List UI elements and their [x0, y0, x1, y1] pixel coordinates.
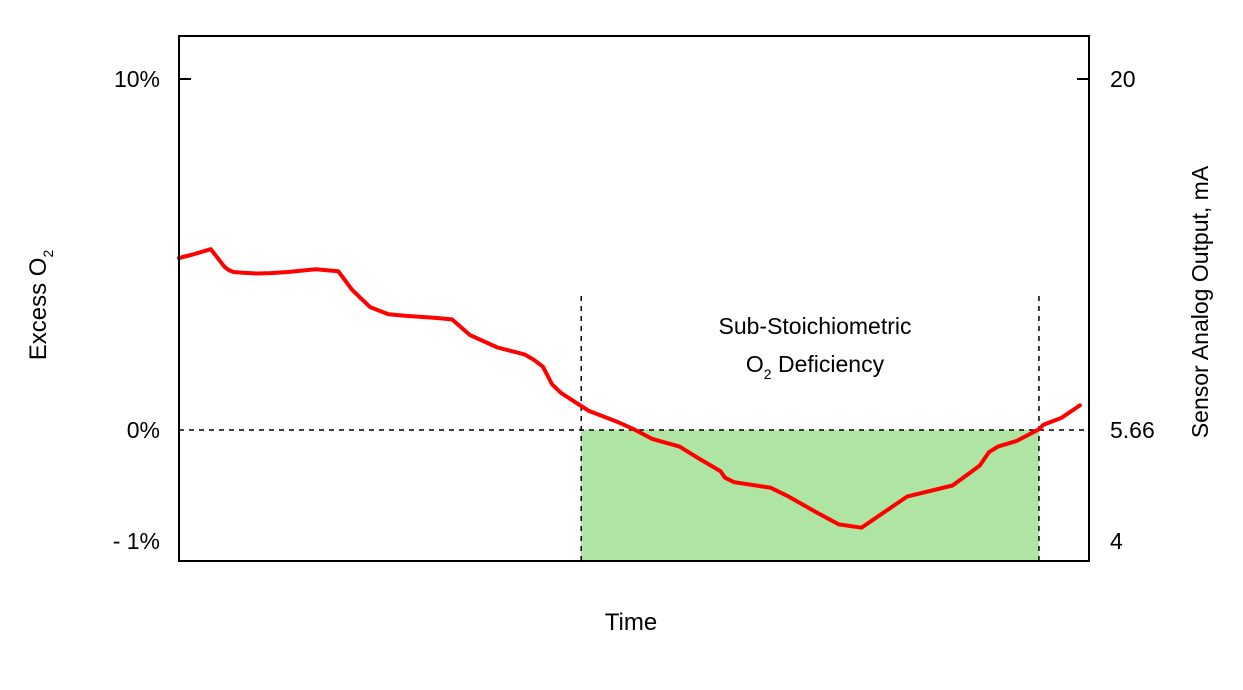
axis-ticks: 10% 0% - 1% 20 5.66 4: [113, 66, 1155, 554]
region-label-o: O: [746, 351, 764, 377]
region-label-rest: Deficiency: [772, 351, 885, 377]
y-right-tick-label: 20: [1110, 66, 1136, 92]
y-axis-right-label: Sensor Analog Output, mA: [1187, 165, 1213, 438]
y-right-tick-label: 4: [1110, 528, 1123, 554]
series-line-excess-o2: [177, 247, 1082, 530]
y-left-tick-label: 10%: [114, 66, 160, 92]
region-label-line1: Sub-Stoichiometric: [718, 313, 911, 339]
deficiency-region: [581, 430, 1039, 561]
y-axis-left-label-main: Excess O: [25, 258, 52, 361]
y-axis-left-label-subscript: 2: [40, 250, 56, 258]
region-label-subscript: 2: [764, 366, 772, 382]
y-left-tick-label: 0%: [127, 417, 160, 443]
region-label-line2: O2 Deficiency: [746, 351, 885, 382]
x-axis-label: Time: [605, 609, 657, 636]
y-axis-left-label: Excess O2: [25, 250, 56, 361]
plot-frame: [178, 35, 1090, 562]
y-left-tick-label: - 1%: [113, 528, 160, 554]
y-right-tick-label: 5.66: [1110, 417, 1155, 443]
